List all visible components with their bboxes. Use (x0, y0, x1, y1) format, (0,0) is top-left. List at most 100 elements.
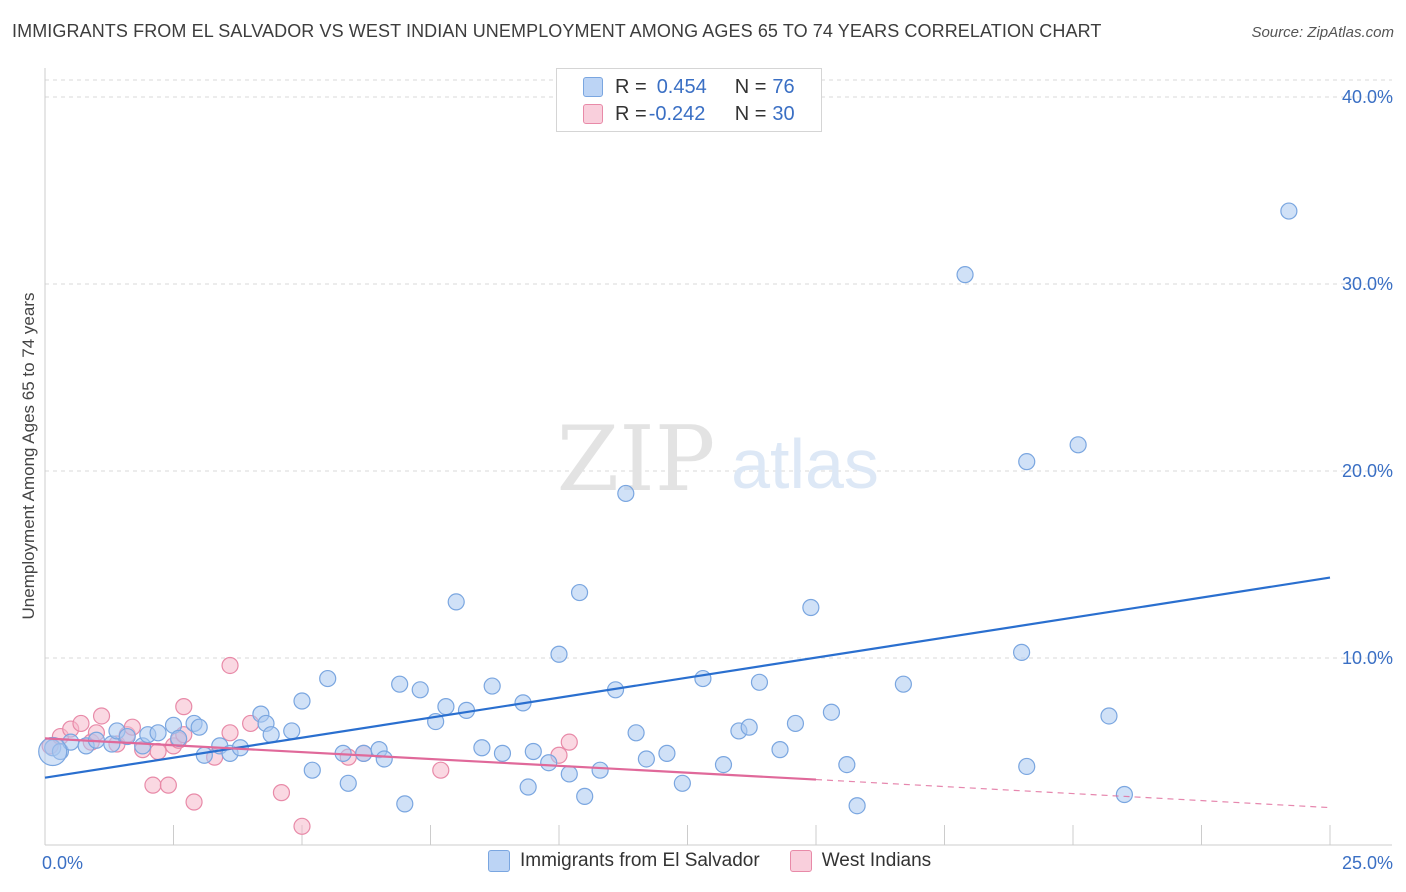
data-point-el-salvador (714, 755, 733, 774)
data-point-west-indians (560, 733, 578, 751)
data-point-el-salvador (771, 741, 789, 759)
data-point-el-salvador (283, 722, 301, 740)
data-point-el-salvador (576, 787, 594, 805)
data-point-el-salvador (617, 484, 635, 503)
legend-swatch-pink (789, 850, 812, 872)
y-tick-label: 10.0% (1342, 648, 1393, 668)
series-legend: Immigrants from El Salvador West Indians (488, 850, 961, 872)
legend-r-label: R = (615, 75, 647, 98)
data-point-el-salvador (524, 742, 542, 761)
data-point-el-salvador (1012, 643, 1031, 661)
trend-line-west-indians-extrapolated (815, 778, 1331, 809)
legend-n-value: 76 (772, 75, 795, 98)
el-salvador-points (38, 202, 1298, 815)
data-point-el-salvador (1018, 757, 1036, 776)
data-point-el-salvador (447, 593, 465, 611)
grid-lines (45, 79, 1392, 659)
legend-r-value: 0.454 (656, 75, 707, 98)
correlation-legend: R = 0.454 N = 76 R = -0.242 N = 30 (556, 68, 822, 132)
data-point-el-salvador-cluster (38, 736, 68, 767)
data-point-west-indians (144, 776, 162, 794)
y-tick-label: 20.0% (1342, 461, 1393, 481)
legend-row-el-salvador: R = 0.454 N = 76 (583, 75, 795, 99)
data-point-west-indians (221, 656, 239, 675)
legend-item-el-salvador[interactable]: Immigrants from El Salvador (488, 850, 760, 872)
data-point-el-salvador (1100, 707, 1118, 725)
data-point-el-salvador (591, 761, 609, 779)
data-point-el-salvador (1280, 202, 1298, 220)
data-point-el-salvador (493, 744, 512, 762)
data-point-west-indians (92, 707, 111, 725)
data-point-el-salvador (658, 744, 676, 762)
data-point-west-indians (432, 761, 450, 779)
data-point-el-salvador (956, 266, 974, 284)
data-point-el-salvador (319, 669, 337, 688)
data-point-el-salvador (262, 726, 280, 744)
data-point-el-salvador (483, 677, 501, 695)
y-tick-label: 30.0% (1342, 274, 1393, 294)
data-point-el-salvador (149, 724, 167, 742)
data-point-el-salvador (750, 673, 769, 691)
data-point-el-salvador (894, 675, 912, 693)
data-point-el-salvador (673, 774, 691, 792)
data-point-el-salvador (550, 645, 568, 663)
data-point-el-salvador (437, 698, 455, 716)
data-point-el-salvador (339, 774, 357, 792)
data-point-el-salvador (1018, 453, 1036, 471)
data-point-el-salvador (694, 669, 712, 688)
data-point-el-salvador (303, 761, 321, 779)
legend-swatch-blue (583, 77, 603, 97)
y-tick-label: 40.0% (1342, 87, 1393, 107)
watermark-atlas: atlas (731, 425, 879, 503)
chart-title: IMMIGRANTS FROM EL SALVADOR VS WEST INDI… (12, 21, 1102, 41)
legend-r-label: R = (615, 102, 647, 125)
zipatlas-watermark: ZIP atlas (557, 407, 879, 512)
data-point-west-indians (272, 784, 291, 802)
data-point-el-salvador (627, 724, 645, 742)
data-point-el-salvador (802, 598, 820, 617)
x-tick-label: 0.0% (42, 853, 83, 873)
data-point-west-indians (185, 793, 203, 811)
data-point-el-salvador (740, 718, 758, 736)
legend-n-label: N = (734, 102, 767, 125)
data-point-el-salvador (1069, 436, 1087, 454)
data-point-el-salvador (570, 583, 589, 602)
data-point-el-salvador (355, 744, 373, 762)
data-point-west-indians (72, 714, 90, 733)
legend-swatch-blue (488, 850, 510, 872)
data-point-el-salvador (391, 675, 409, 693)
data-point-west-indians (293, 817, 311, 835)
tick-labels: 10.0% 20.0% 30.0% 40.0% 0.0% 25.0% (42, 87, 1393, 873)
data-point-el-salvador (293, 692, 311, 710)
data-point-west-indians (221, 724, 239, 742)
data-point-el-salvador (190, 718, 208, 736)
legend-n-value: 30 (772, 102, 795, 125)
trend-lines (44, 576, 1331, 809)
trend-line-west-indians (44, 737, 817, 781)
legend-label: Immigrants from El Salvador (520, 850, 760, 871)
data-point-el-salvador (540, 754, 558, 772)
legend-n-label: N = (734, 75, 767, 98)
data-point-el-salvador (637, 750, 655, 768)
data-point-el-salvador (170, 729, 188, 748)
data-point-el-salvador (411, 681, 429, 699)
source-credit: Source: ZipAtlas.com (1251, 24, 1394, 41)
watermark-zip: ZIP (557, 407, 716, 512)
data-point-el-salvador (822, 703, 841, 721)
data-point-west-indians (159, 776, 177, 794)
legend-swatch-pink (583, 104, 603, 124)
data-point-el-salvador (1115, 785, 1134, 804)
legend-row-west-indians: R = -0.242 N = 30 (583, 102, 795, 126)
data-point-el-salvador (838, 755, 856, 774)
data-point-el-salvador (786, 714, 805, 733)
legend-label: West Indians (821, 850, 932, 871)
data-point-el-salvador (848, 797, 866, 815)
legend-item-west-indians[interactable]: West Indians (789, 850, 932, 872)
trend-line-el-salvador (44, 576, 1331, 779)
data-point-el-salvador (519, 778, 537, 796)
data-point-west-indians (175, 698, 193, 716)
data-point-el-salvador (473, 739, 491, 757)
data-point-el-salvador (375, 750, 393, 768)
data-point-el-salvador (396, 795, 414, 813)
